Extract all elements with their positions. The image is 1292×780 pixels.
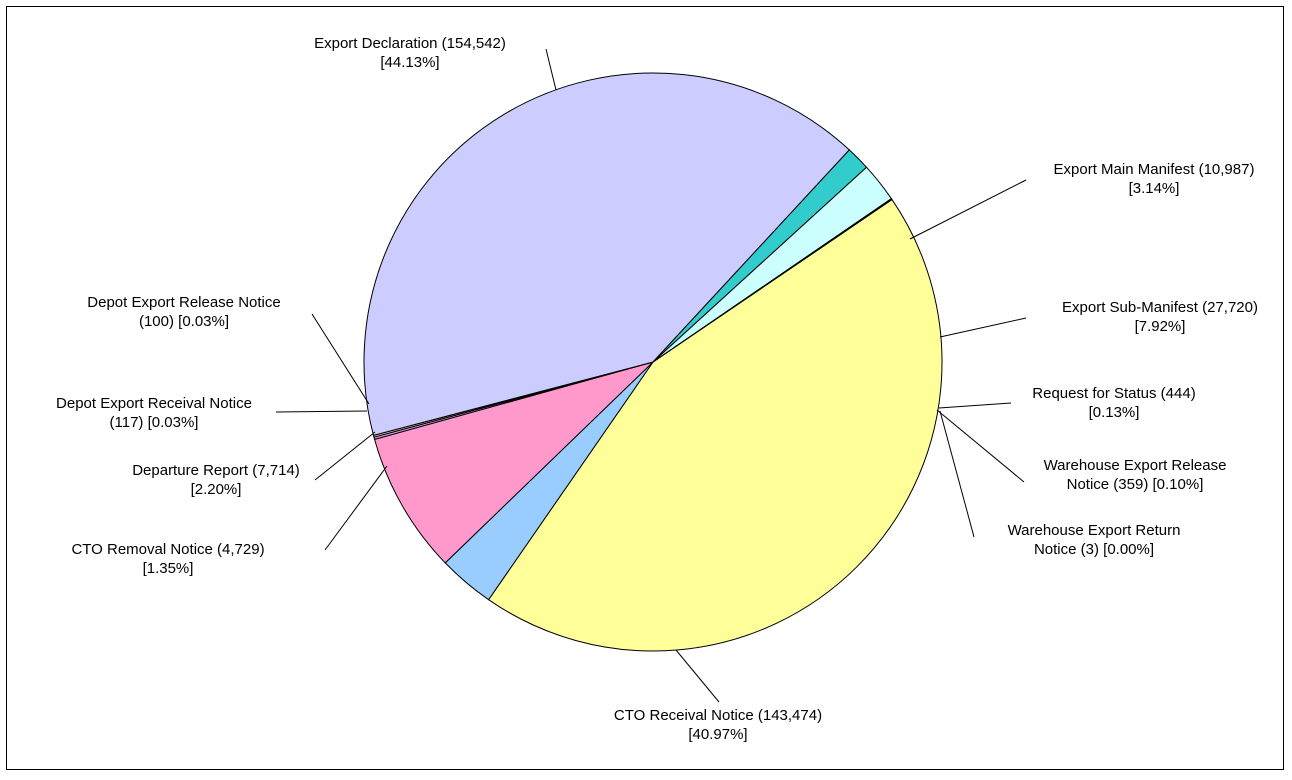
- slice-label: Warehouse Export Return Notice (3) [0.00%…: [1008, 522, 1181, 558]
- slice-labels: Export Declaration (154,542) [44.13%]Expo…: [56, 35, 1258, 743]
- slice-label: CTO Removal Notice (4,729) [1.35%]: [71, 541, 264, 577]
- leader-lines: [275, 48, 1027, 703]
- leader-line: [675, 649, 720, 703]
- slice-label-line: [7.92%]: [1135, 318, 1186, 335]
- pie-slice-export-declaration: [487, 198, 943, 652]
- leader-line: [936, 409, 1025, 483]
- leader-line: [324, 465, 388, 551]
- slice-label-line: [44.13%]: [380, 54, 439, 71]
- slice-label: Departure Report (7,714) [2.20%]: [132, 462, 300, 498]
- slice-label-line: Depot Export Release Notice: [87, 294, 280, 311]
- leader-line: [545, 48, 557, 91]
- leader-line: [938, 402, 1012, 409]
- pie-slice-depot-export-release-notice: [652, 198, 893, 363]
- leader-line: [314, 431, 376, 481]
- leader-line: [311, 313, 370, 405]
- slice-label-line: Departure Report (7,714): [132, 462, 300, 479]
- leader-line: [939, 317, 1027, 338]
- slice-label-line: Notice (359) [0.10%]: [1067, 476, 1204, 493]
- slice-label-line: Request for Status (444): [1032, 385, 1195, 402]
- slice-label-line: [3.14%]: [1129, 180, 1180, 197]
- leader-line: [275, 410, 368, 413]
- slice-label: Request for Status (444) [0.13%]: [1032, 385, 1195, 421]
- slice-label: Export Declaration (154,542) [44.13%]: [314, 35, 506, 71]
- pie-slices: [363, 72, 943, 652]
- leader-line: [939, 410, 975, 538]
- slice-label: CTO Receival Notice (143,474) [40.97%]: [614, 707, 822, 743]
- slice-label-line: [0.13%]: [1089, 404, 1140, 421]
- pie-slice-export-sub-manifest: [373, 361, 654, 564]
- slice-label: Warehouse Export Release Notice (359) [0.…: [1044, 457, 1227, 493]
- slice-label: Export Main Manifest (10,987) [3.14%]: [1054, 161, 1255, 197]
- leader-line: [909, 179, 1027, 240]
- slice-label: Depot Export Receival Notice (117) [0.03%…: [56, 395, 252, 431]
- slice-label-line: CTO Removal Notice (4,729): [71, 541, 264, 558]
- slice-label-line: Depot Export Receival Notice: [56, 395, 252, 412]
- slice-label-line: Warehouse Export Return: [1008, 522, 1181, 539]
- pie-slice-cto-receival-notice: [363, 72, 851, 436]
- slice-label: Depot Export Release Notice (100) [0.03%]: [87, 294, 280, 330]
- slice-label-line: Export Declaration (154,542): [314, 35, 506, 52]
- slice-label-line: (117) [0.03%]: [110, 414, 199, 431]
- slice-label-line: [2.20%]: [191, 481, 242, 498]
- slice-label-line: Export Main Manifest (10,987): [1054, 161, 1255, 178]
- slice-label-line: Warehouse Export Release: [1044, 457, 1227, 474]
- slice-label-line: (100) [0.03%]: [139, 313, 229, 330]
- slice-label-line: Notice (3) [0.00%]: [1034, 541, 1154, 558]
- slice-label: Export Sub-Manifest (27,720) [7.92%]: [1062, 299, 1258, 335]
- slice-label-line: [40.97%]: [688, 726, 747, 743]
- slice-label-line: [1.35%]: [143, 560, 194, 577]
- slice-label-line: CTO Receival Notice (143,474): [614, 707, 822, 724]
- slice-label-line: Export Sub-Manifest (27,720): [1062, 299, 1258, 316]
